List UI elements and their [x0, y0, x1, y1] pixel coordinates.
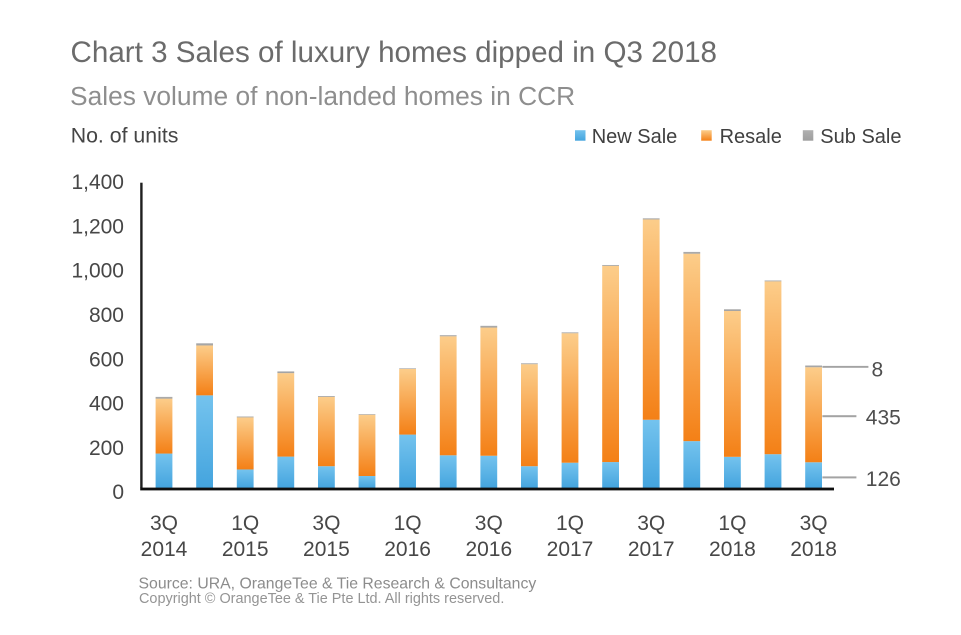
svg-text:8: 8	[872, 358, 884, 381]
svg-text:No. of units: No. of units	[71, 124, 179, 148]
svg-text:200: 200	[89, 437, 124, 460]
svg-text:800: 800	[89, 304, 124, 327]
svg-text:2017: 2017	[628, 538, 675, 561]
svg-text:1Q: 1Q	[394, 512, 422, 535]
svg-text:2018: 2018	[709, 538, 756, 561]
svg-text:Source: URA, OrangeTee & Tie R: Source: URA, OrangeTee & Tie Research & …	[139, 575, 537, 592]
svg-text:2016: 2016	[384, 538, 431, 561]
svg-text:2015: 2015	[222, 538, 269, 561]
svg-text:600: 600	[89, 348, 124, 371]
svg-text:Copyright © OrangeTee & Tie Pt: Copyright © OrangeTee & Tie Pte Ltd. All…	[139, 591, 504, 607]
svg-text:Sales volume of non-landed hom: Sales volume of non-landed homes in CCR	[70, 81, 575, 111]
svg-text:1,200: 1,200	[71, 215, 124, 238]
svg-text:2016: 2016	[465, 538, 512, 561]
svg-text:1Q: 1Q	[556, 512, 584, 535]
svg-text:1Q: 1Q	[231, 512, 259, 535]
svg-text:0: 0	[112, 481, 124, 504]
svg-text:Chart 3 Sales of luxury homes: Chart 3 Sales of luxury homes dipped in …	[71, 36, 718, 69]
svg-text:2018: 2018	[790, 538, 837, 561]
svg-text:435: 435	[866, 406, 901, 429]
svg-text:3Q: 3Q	[637, 512, 665, 535]
svg-text:3Q: 3Q	[800, 512, 828, 535]
svg-text:126: 126	[866, 468, 901, 491]
svg-text:1,000: 1,000	[71, 260, 124, 283]
svg-text:2017: 2017	[547, 538, 594, 561]
svg-text:Sub Sale: Sub Sale	[820, 126, 901, 148]
svg-text:3Q: 3Q	[150, 512, 178, 535]
svg-text:400: 400	[89, 393, 124, 416]
svg-text:Resale: Resale	[720, 126, 782, 148]
svg-text:New Sale: New Sale	[592, 126, 678, 148]
svg-text:1,400: 1,400	[71, 171, 124, 194]
svg-text:3Q: 3Q	[475, 512, 503, 535]
svg-text:2015: 2015	[303, 538, 350, 561]
svg-text:1Q: 1Q	[718, 512, 746, 535]
svg-text:3Q: 3Q	[312, 512, 340, 535]
svg-text:2014: 2014	[141, 538, 188, 561]
